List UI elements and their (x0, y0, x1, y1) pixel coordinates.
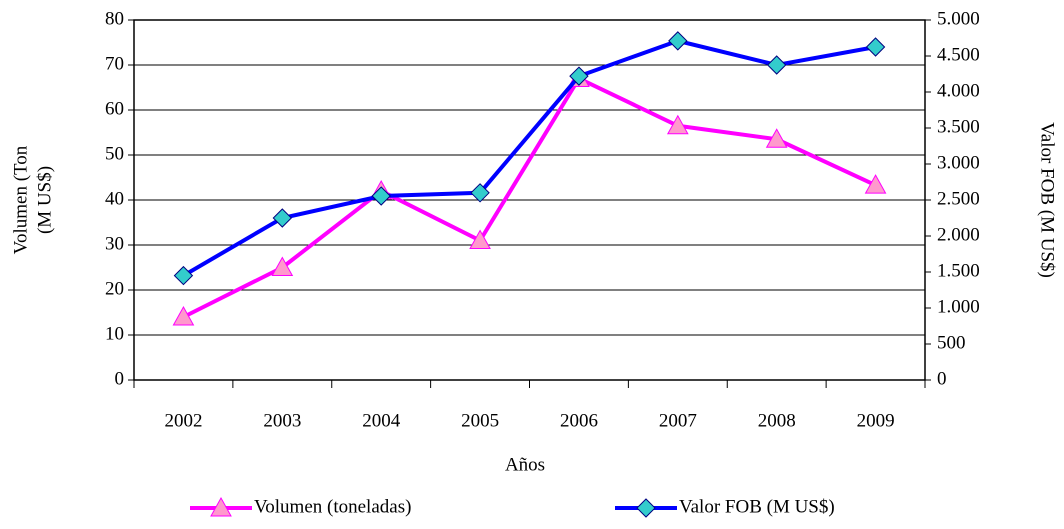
data-point (469, 229, 491, 249)
data-point (172, 305, 195, 326)
y2-tick-label: 4.500 (937, 44, 980, 65)
data-point (371, 186, 391, 206)
y2-tick-label: 1.500 (937, 260, 980, 281)
y2-tick-label: 500 (937, 332, 966, 353)
y2-tick-label: 5.000 (937, 8, 980, 29)
x-tick-label: 2002 (164, 410, 202, 431)
x-axis-label: Años (505, 454, 545, 475)
y-tick-label: 10 (105, 323, 124, 344)
data-point (765, 128, 788, 148)
y-tick-label: 0 (115, 368, 125, 389)
y-tick-label: 20 (105, 278, 124, 299)
y2-tick-label: 3.500 (937, 116, 980, 137)
y-tick-label: 50 (105, 143, 124, 164)
legend-label: Valor FOB (M US$) (679, 496, 835, 517)
data-point (865, 37, 886, 57)
y2-axis-label: Valor FOB (M US$) (1037, 122, 1058, 278)
y-tick-label: 60 (105, 98, 124, 119)
x-tick-label: 2004 (362, 410, 401, 431)
data-point (272, 208, 293, 228)
y2-tick-label: 2.500 (937, 188, 980, 209)
data-point (271, 256, 294, 276)
legend-label: Volumen (toneladas) (254, 496, 411, 517)
legend-marker (636, 498, 656, 518)
data-point (766, 55, 787, 75)
y-axis-label: (M US$) (34, 166, 55, 234)
x-tick-label: 2006 (560, 410, 598, 431)
data-point (666, 114, 689, 135)
data-point (668, 31, 688, 51)
legend-marker (210, 496, 232, 517)
y-axis-label: Volumen (Ton (10, 145, 31, 254)
y2-tick-label: 1.000 (937, 296, 980, 317)
data-point (470, 183, 490, 203)
x-tick-label: 2003 (263, 410, 301, 431)
x-tick-label: 2007 (659, 410, 697, 431)
x-tick-label: 2005 (461, 410, 499, 431)
series-line (182, 75, 877, 319)
y-tick-label: 30 (105, 233, 124, 254)
data-point (864, 174, 887, 194)
y-tick-label: 80 (105, 8, 124, 29)
data-point (173, 265, 194, 286)
y-tick-label: 40 (105, 188, 124, 209)
x-tick-label: 2008 (758, 410, 796, 431)
y-tick-label: 70 (105, 53, 124, 74)
y2-tick-label: 4.000 (937, 80, 980, 101)
y2-tick-label: 3.000 (937, 152, 980, 173)
series-line (182, 38, 876, 278)
data-point (569, 66, 589, 86)
y2-tick-label: 0 (937, 368, 947, 389)
y2-tick-label: 2.000 (937, 224, 980, 245)
x-tick-label: 2009 (857, 410, 895, 431)
